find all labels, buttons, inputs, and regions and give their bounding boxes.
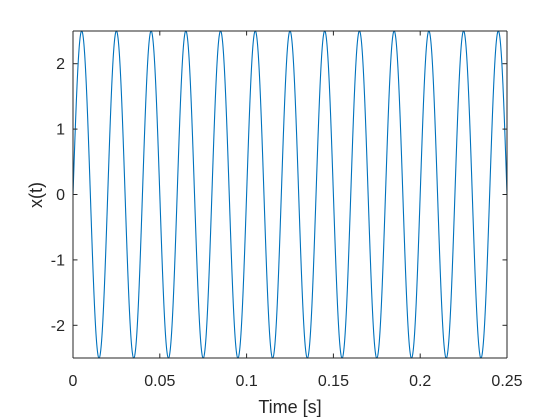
y-tick-label-0: -2: [51, 318, 65, 335]
x-tick-label-0: 0: [69, 373, 78, 390]
y-tick-label-2: 0: [56, 187, 65, 204]
x-tick-label-2: 0.1: [235, 373, 257, 390]
ticks: [72, 31, 508, 358]
y-axis-label: x(t): [26, 182, 46, 208]
x-tick-label-4: 0.2: [409, 373, 431, 390]
x-tick-label-1: 0.05: [144, 373, 175, 390]
y-tick-label-4: 2: [56, 56, 65, 73]
y-tick-label-1: -1: [51, 252, 65, 269]
y-tick-label-3: 1: [56, 122, 65, 139]
x-tick-label-5: 0.25: [491, 373, 522, 390]
tick-labels: 0 0.05 0.1 0.15 0.2 0.25 -2 -1 0 1 2: [51, 56, 523, 390]
plot-area: [73, 31, 507, 358]
x-axis-label: Time [s]: [258, 397, 321, 417]
x-tick-label-3: 0.15: [318, 373, 349, 390]
